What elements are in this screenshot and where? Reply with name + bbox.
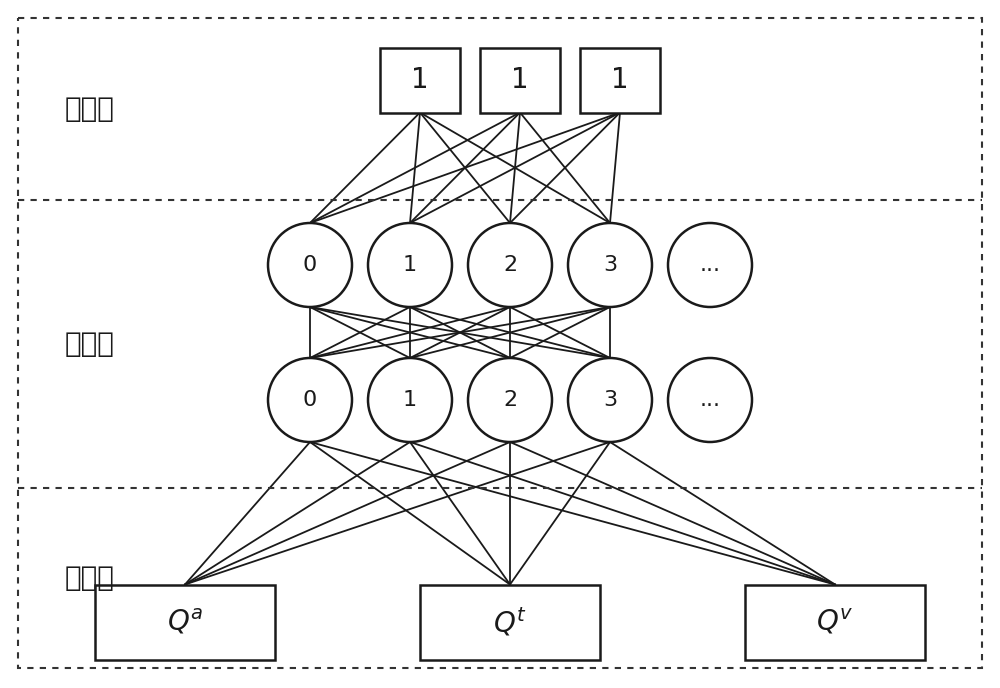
Text: $Q^v$: $Q^v$ xyxy=(816,608,854,636)
Text: 1: 1 xyxy=(411,66,429,94)
Text: 3: 3 xyxy=(603,390,617,410)
FancyBboxPatch shape xyxy=(380,47,460,113)
Text: 0: 0 xyxy=(303,390,317,410)
FancyBboxPatch shape xyxy=(745,585,925,660)
Text: 输出层: 输出层 xyxy=(65,95,115,123)
Text: 1: 1 xyxy=(611,66,629,94)
Circle shape xyxy=(268,223,352,307)
Text: ...: ... xyxy=(700,390,720,410)
Text: ...: ... xyxy=(700,255,720,275)
Text: 0: 0 xyxy=(303,255,317,275)
Circle shape xyxy=(668,358,752,442)
Text: 隐藏层: 隐藏层 xyxy=(65,330,115,358)
Circle shape xyxy=(468,358,552,442)
Circle shape xyxy=(368,223,452,307)
Text: $Q^t$: $Q^t$ xyxy=(493,606,527,638)
FancyBboxPatch shape xyxy=(95,585,275,660)
Circle shape xyxy=(368,358,452,442)
FancyBboxPatch shape xyxy=(480,47,560,113)
Text: 2: 2 xyxy=(503,255,517,275)
Text: 2: 2 xyxy=(503,390,517,410)
FancyBboxPatch shape xyxy=(580,47,660,113)
Circle shape xyxy=(268,358,352,442)
FancyBboxPatch shape xyxy=(420,585,600,660)
Circle shape xyxy=(668,223,752,307)
Text: 输入层: 输入层 xyxy=(65,564,115,592)
Text: 1: 1 xyxy=(511,66,529,94)
Circle shape xyxy=(568,223,652,307)
Circle shape xyxy=(568,358,652,442)
Circle shape xyxy=(468,223,552,307)
Text: 1: 1 xyxy=(403,390,417,410)
Text: 3: 3 xyxy=(603,255,617,275)
Text: $Q^a$: $Q^a$ xyxy=(167,608,203,636)
Text: 1: 1 xyxy=(403,255,417,275)
